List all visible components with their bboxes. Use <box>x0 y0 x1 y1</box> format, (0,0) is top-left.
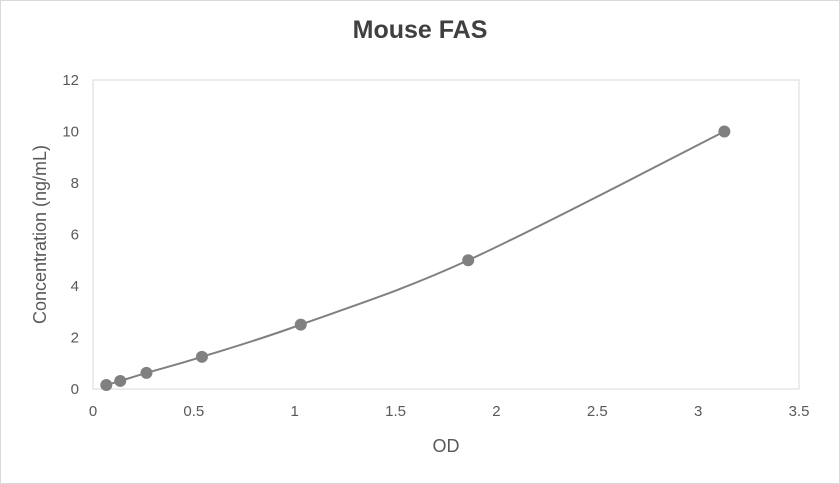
x-tick-label: 0.5 <box>183 403 204 420</box>
x-tick-label: 1.5 <box>385 403 406 420</box>
x-tick-label: 1 <box>291 403 299 420</box>
data-point <box>294 318 307 331</box>
x-tick-label: 3 <box>694 403 702 420</box>
y-tick-label: 0 <box>71 381 79 398</box>
x-tick-label: 2 <box>492 403 500 420</box>
plot-area <box>92 79 800 390</box>
y-tick-label: 10 <box>62 124 79 141</box>
x-axis-label: OD <box>433 436 460 456</box>
y-tick-label: 4 <box>71 278 79 295</box>
curve-line <box>106 130 725 386</box>
data-point <box>100 378 113 391</box>
y-tick-label: 6 <box>71 227 79 244</box>
y-tick-label: 12 <box>62 72 79 89</box>
y-axis-label: Concentration (ng/mL) <box>30 145 50 324</box>
y-tick-label: 2 <box>71 330 79 347</box>
data-point <box>462 254 475 267</box>
data-point <box>114 374 127 387</box>
chart-title: Mouse FAS <box>352 16 488 44</box>
data-point <box>195 350 208 363</box>
data-point <box>718 125 731 138</box>
x-tick-label: 2.5 <box>587 403 608 420</box>
y-tick-label: 8 <box>71 175 79 192</box>
data-point <box>140 366 153 379</box>
x-tick-label: 3.5 <box>789 403 810 420</box>
x-tick-label: 0 <box>89 403 97 420</box>
